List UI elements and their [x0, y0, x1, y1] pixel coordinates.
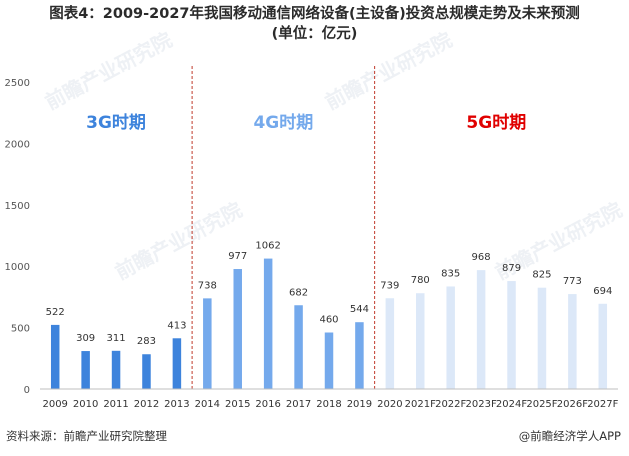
x-tick-label: 2017	[286, 399, 311, 410]
bar-value-label: 1062	[255, 241, 280, 252]
bar	[233, 269, 242, 389]
chart-title-line2: (单位：亿元)	[271, 26, 358, 42]
y-tick-label: 0	[24, 385, 30, 396]
bar-value-label: 694	[593, 286, 612, 297]
x-tick-label: 2023F	[466, 399, 497, 410]
watermark-text: 前瞻产业研究院	[111, 197, 246, 284]
bar	[81, 351, 90, 389]
bar-value-label: 835	[441, 268, 460, 279]
x-tick-label: 2019	[347, 399, 372, 410]
bar	[50, 324, 60, 389]
bar-value-label: 309	[76, 333, 95, 344]
bar-value-label: 773	[563, 276, 582, 287]
y-axis: 0 500 1000 1500 2000 2500	[5, 78, 30, 396]
x-tick-label: 2012	[134, 399, 159, 410]
x-tick-label: 2022F	[435, 399, 466, 410]
bar-value-label: 738	[198, 280, 217, 291]
bar	[537, 287, 547, 389]
source-note: 资料来源：前瞻产业研究院整理	[6, 429, 167, 443]
y-tick-label: 2000	[5, 139, 30, 150]
y-tick-label: 500	[11, 324, 30, 335]
bar	[294, 305, 303, 389]
bar-value-label: 283	[137, 336, 156, 347]
bar	[324, 332, 334, 389]
x-tick-label: 2014	[195, 399, 220, 410]
bar-value-label: 879	[502, 263, 521, 274]
x-tick-label: 2013	[164, 399, 189, 410]
y-tick-label: 2500	[5, 78, 30, 89]
bar-value-label: 522	[46, 307, 65, 318]
data-labels: 522 309 311 283 413 738 977 1062 682 460 544 739 780…	[46, 241, 613, 348]
bars	[50, 258, 608, 389]
bar-value-label: 968	[472, 252, 491, 263]
bar	[446, 286, 455, 389]
period-label: 5G时期	[466, 113, 526, 133]
x-tick-label: 2024F	[496, 399, 527, 410]
bar	[416, 293, 425, 389]
bar	[142, 354, 151, 389]
bar	[568, 294, 577, 389]
x-tick-label: 2026F	[557, 399, 588, 410]
x-tick-label: 2025F	[526, 399, 557, 410]
x-tick-label: 2016	[255, 399, 280, 410]
period-label: 3G时期	[86, 113, 146, 133]
y-tick-label: 1500	[5, 201, 30, 212]
bar	[507, 281, 516, 389]
x-tick-label: 2011	[103, 399, 128, 410]
bar	[385, 298, 395, 389]
brand-label: @前瞻经济学人APP	[518, 429, 621, 443]
x-axis: 2009 2010 2011 2012 2013 2014 2015 2016 2017 2018…	[40, 388, 619, 410]
bar-value-label: 739	[380, 280, 399, 291]
period-labels: 3G时期 4G时期 5G时期	[86, 113, 526, 133]
bar	[355, 322, 364, 389]
bar	[203, 298, 212, 389]
period-label: 4G时期	[253, 113, 313, 133]
bar-value-label: 544	[350, 304, 369, 315]
x-tick-label: 2027F	[587, 399, 618, 410]
chart-title-line1: 图表4：2009-2027年我国移动通信网络设备(主设备)投资总规模走势及未来预…	[49, 6, 580, 22]
bar	[172, 338, 182, 389]
bar	[263, 258, 273, 389]
bar-value-label: 413	[167, 320, 186, 331]
bar-value-label: 682	[289, 287, 308, 298]
bar	[476, 270, 486, 389]
bar-value-label: 825	[532, 270, 551, 281]
x-tick-label: 2021F	[405, 399, 436, 410]
bar-value-label: 780	[411, 275, 430, 286]
bar-value-label: 311	[107, 333, 126, 344]
x-tick-label: 2020	[377, 399, 402, 410]
chart-title: 图表4：2009-2027年我国移动通信网络设备(主设备)投资总规模走势及未来预…	[0, 4, 629, 44]
bar-value-label: 460	[319, 315, 338, 326]
period-dividers	[191, 66, 376, 389]
watermark-text: 前瞻产业研究院	[321, 27, 456, 114]
bar	[111, 350, 121, 389]
x-tick-label: 2015	[225, 399, 250, 410]
x-tick-label: 2009	[42, 399, 67, 410]
x-tick-label: 2010	[73, 399, 98, 410]
bar-value-label: 977	[228, 251, 247, 262]
y-tick-label: 1000	[5, 262, 30, 273]
watermark-text: 前瞻产业研究院	[41, 27, 176, 114]
x-tick-label: 2018	[316, 399, 341, 410]
bar	[598, 303, 608, 389]
